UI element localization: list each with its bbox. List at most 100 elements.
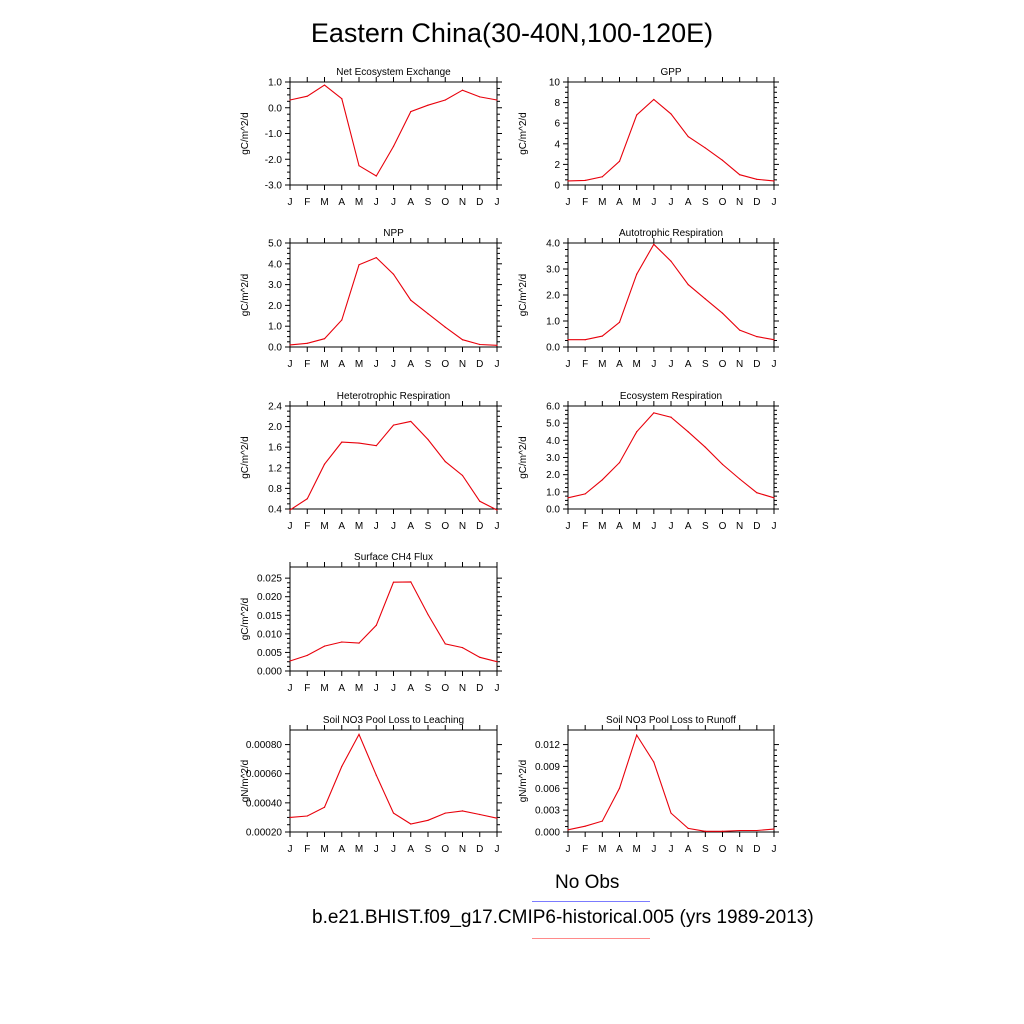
x-tick-label: S bbox=[702, 359, 709, 370]
y-tick-label: 5.0 bbox=[546, 419, 560, 430]
data-point bbox=[739, 829, 741, 832]
x-tick-label: D bbox=[476, 359, 483, 370]
data-point bbox=[375, 624, 377, 626]
y-axis-label: gC/m^2/d bbox=[518, 112, 529, 155]
data-point bbox=[567, 180, 569, 182]
y-tick-label: 2.0 bbox=[268, 422, 282, 433]
y-tick-label: 1.0 bbox=[546, 487, 560, 498]
x-tick-label: J bbox=[288, 844, 293, 855]
x-tick-label: F bbox=[304, 197, 310, 208]
y-tick-label: 10 bbox=[549, 78, 561, 89]
x-tick-label: J bbox=[374, 197, 379, 208]
legend-obs-line bbox=[532, 901, 650, 902]
chart-panel-8: Soil NO3 Pool Loss to LeachinggN/m^2/d0.… bbox=[240, 715, 502, 855]
data-point bbox=[636, 114, 638, 116]
x-tick-label: A bbox=[407, 844, 414, 855]
y-tick-label: 0.020 bbox=[257, 592, 282, 603]
data-point bbox=[358, 165, 360, 167]
x-tick-label: J bbox=[566, 844, 571, 855]
data-point bbox=[670, 260, 672, 262]
y-tick-label: 0.006 bbox=[535, 784, 560, 795]
y-tick-label: 0.012 bbox=[535, 740, 560, 751]
x-tick-label: O bbox=[441, 197, 449, 208]
y-tick-label: 0.8 bbox=[268, 484, 282, 495]
data-point bbox=[306, 342, 308, 344]
x-tick-label: D bbox=[476, 844, 483, 855]
y-axis-label: gC/m^2/d bbox=[240, 436, 251, 479]
x-tick-label: O bbox=[441, 844, 449, 855]
y-tick-label: 0.003 bbox=[535, 806, 560, 817]
panel-title: GPP bbox=[660, 67, 681, 78]
x-tick-label: J bbox=[669, 521, 674, 532]
plot-frame bbox=[289, 242, 498, 348]
data-point bbox=[739, 174, 741, 176]
x-tick-label: A bbox=[616, 844, 623, 855]
x-tick-label: M bbox=[355, 683, 363, 694]
data-point bbox=[636, 273, 638, 275]
x-tick-label: M bbox=[320, 521, 328, 532]
x-tick-label: M bbox=[632, 197, 640, 208]
data-point bbox=[653, 243, 655, 245]
series-line bbox=[289, 581, 498, 663]
y-tick-label: 0 bbox=[554, 181, 560, 192]
data-point bbox=[358, 733, 360, 735]
data-point bbox=[618, 160, 621, 162]
y-tick-label: -3.0 bbox=[265, 181, 283, 192]
x-tick-label: O bbox=[719, 844, 727, 855]
x-tick-label: N bbox=[459, 521, 466, 532]
y-tick-label: 0.0 bbox=[268, 343, 282, 354]
y-tick-label: 1.0 bbox=[268, 78, 282, 89]
data-point bbox=[653, 98, 655, 101]
data-point bbox=[653, 761, 655, 763]
y-axis-label: gC/m^2/d bbox=[240, 598, 251, 641]
series-line bbox=[567, 733, 775, 832]
data-point bbox=[773, 497, 775, 499]
x-tick-label: J bbox=[374, 359, 379, 370]
data-point bbox=[358, 442, 360, 444]
data-point bbox=[618, 321, 621, 323]
x-tick-label: O bbox=[441, 521, 449, 532]
y-tick-label: 2.0 bbox=[268, 301, 282, 312]
y-axis-label: gC/m^2/d bbox=[518, 274, 529, 317]
data-point bbox=[670, 812, 672, 814]
data-point bbox=[704, 446, 706, 448]
x-tick-label: J bbox=[374, 521, 379, 532]
x-tick-label: J bbox=[772, 359, 777, 370]
series-line bbox=[289, 733, 498, 825]
x-tick-label: O bbox=[441, 359, 449, 370]
x-tick-label: M bbox=[632, 359, 640, 370]
y-tick-label: 0.000 bbox=[535, 828, 560, 839]
x-tick-label: M bbox=[598, 521, 606, 532]
data-point bbox=[341, 319, 343, 321]
x-tick-label: J bbox=[495, 683, 500, 694]
data-point bbox=[427, 819, 429, 821]
data-point bbox=[704, 298, 706, 300]
x-tick-label: O bbox=[719, 197, 727, 208]
series-line bbox=[289, 420, 498, 511]
x-tick-label: N bbox=[736, 521, 743, 532]
data-point bbox=[410, 111, 412, 113]
data-point bbox=[601, 820, 603, 822]
x-tick-label: F bbox=[304, 844, 310, 855]
x-tick-label: A bbox=[685, 359, 692, 370]
chart-panel-9: Soil NO3 Pool Loss to Runoff gN/m^2/d 0.00… bbox=[518, 715, 779, 855]
data-point bbox=[636, 734, 638, 736]
y-tick-label: 2.0 bbox=[546, 291, 560, 302]
x-tick-label: J bbox=[374, 844, 379, 855]
y-axis-label: gN/m^2/d bbox=[518, 760, 529, 803]
y-tick-label: 0.00040 bbox=[246, 798, 283, 809]
x-tick-label: J bbox=[288, 683, 293, 694]
x-tick-label: O bbox=[719, 521, 727, 532]
plot-frame bbox=[289, 81, 498, 186]
x-tick-label: J bbox=[651, 197, 656, 208]
y-tick-label: 1.0 bbox=[546, 317, 560, 328]
panel-title: Surface CH4 Flux bbox=[354, 552, 433, 563]
y-tick-label: 2 bbox=[554, 160, 560, 171]
x-tick-label: J bbox=[288, 521, 293, 532]
x-tick-label: M bbox=[320, 844, 328, 855]
x-tick-label: M bbox=[598, 359, 606, 370]
y-tick-label: 2.0 bbox=[546, 470, 560, 481]
y-tick-label: 0.0 bbox=[546, 343, 560, 354]
y-tick-label: 0.00060 bbox=[246, 769, 283, 780]
